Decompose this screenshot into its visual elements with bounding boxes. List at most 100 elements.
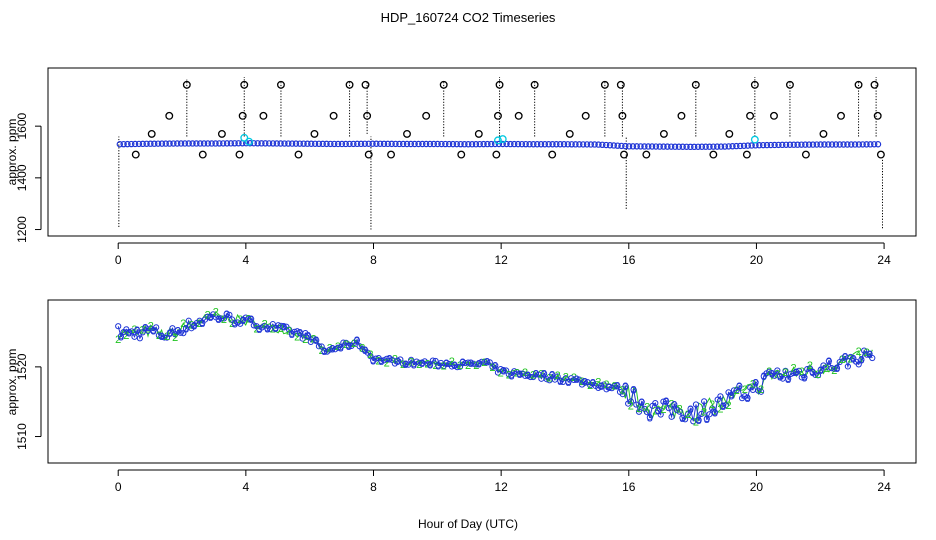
baseline-point: [480, 140, 487, 148]
baseline-point: [399, 140, 407, 148]
series-3-marker: 3: [191, 321, 197, 333]
series-3-point: [687, 405, 694, 412]
baseline-point: [411, 140, 418, 148]
series-3-point: [508, 372, 515, 379]
series-3-point: [684, 411, 691, 418]
series-3-marker: 3: [614, 381, 620, 393]
series-2-marker: 2: [351, 338, 357, 350]
series-3-marker: 3: [199, 318, 205, 330]
baseline-point: [786, 141, 794, 148]
series-3-point: [408, 356, 415, 363]
baseline-point: [698, 143, 706, 150]
outlier-point: [750, 80, 759, 89]
series-3-point: [484, 358, 491, 365]
baseline-point: [208, 140, 215, 147]
series-3-point: [299, 335, 306, 342]
baseline-point: [545, 141, 552, 148]
outlier-point: [259, 111, 268, 120]
baseline-point: [258, 140, 265, 147]
baseline-point: [488, 140, 495, 148]
baseline-point: [350, 140, 357, 148]
baseline-point: [602, 141, 610, 149]
series-3-point: [644, 409, 651, 416]
series-3-point: [557, 377, 564, 384]
series-2-marker: 2: [595, 377, 601, 389]
outlier-point: [709, 150, 718, 159]
baseline-point: [269, 140, 277, 147]
series-3-point: [627, 398, 634, 405]
series-2-marker: 2: [831, 365, 837, 377]
baseline-point: [342, 140, 349, 148]
series-3-point: [619, 391, 626, 398]
series-3-marker: 3: [338, 342, 344, 354]
outlier-point: [387, 150, 396, 159]
outlier-point: [165, 111, 174, 120]
series-2-marker: 2: [856, 346, 862, 358]
series-3-point: [660, 398, 667, 405]
series-3-point: [429, 357, 436, 364]
series-3-marker: 3: [354, 335, 360, 347]
top-y-tick-label: 1200: [15, 216, 29, 243]
outlier-point: [403, 129, 411, 138]
baseline-point: [874, 141, 882, 148]
series-2-marker: 2: [628, 401, 634, 413]
outlier-point: [642, 150, 651, 159]
series-3-point: [657, 411, 664, 418]
series-3-point: [163, 334, 171, 341]
baseline-point: [166, 140, 173, 147]
series-3-marker: 3: [142, 322, 148, 334]
bottom-x-tick-label: 8: [370, 480, 377, 494]
series-3-point: [663, 397, 670, 405]
baseline-point: [300, 140, 307, 147]
baseline-point: [637, 143, 644, 150]
baseline-point: [840, 141, 847, 148]
outlier-point: [310, 129, 319, 138]
outlier-point: [725, 129, 734, 138]
series-3-marker: 3: [175, 325, 181, 337]
series-3-marker: 3: [704, 414, 710, 426]
baseline-point: [671, 143, 679, 150]
series-3-point: [139, 329, 146, 336]
series-3-point: [635, 408, 643, 415]
baseline-point: [377, 140, 384, 147]
series-2-marker: 2: [750, 379, 756, 391]
series-3-point: [313, 337, 320, 344]
baseline-point: [767, 141, 775, 149]
baseline-point: [537, 141, 545, 148]
baseline-point: [407, 140, 415, 148]
outlier-point: [837, 111, 845, 120]
baseline-point: [828, 141, 836, 148]
outlier-point: [691, 80, 700, 89]
series-3-marker: 3: [476, 359, 482, 371]
baseline-point: [530, 141, 537, 148]
series-3-point: [573, 375, 580, 382]
baseline-point: [212, 140, 219, 147]
baseline-point: [591, 141, 598, 148]
series-3-point: [372, 355, 379, 362]
outlier-point: [457, 150, 466, 159]
series-3-point: [367, 353, 374, 360]
baseline-point: [675, 143, 683, 150]
series-3-point: [703, 415, 710, 423]
series-3-point: [736, 382, 743, 390]
top-plot-frame: [47, 67, 917, 237]
outlier-point: [217, 129, 226, 138]
series-2-marker: 2: [717, 404, 723, 416]
baseline-point: [855, 141, 863, 148]
series-3-point: [668, 413, 675, 420]
series-3-marker: 3: [541, 369, 547, 381]
baseline-point: [694, 143, 702, 150]
series-2-marker: 2: [180, 318, 186, 330]
outlier-point: [618, 111, 627, 120]
baseline-point: [380, 140, 388, 148]
series-2-marker: 2: [205, 309, 211, 321]
series-2-marker: 2: [221, 314, 227, 326]
series-2-marker: 2: [449, 356, 455, 368]
series-3-point: [633, 401, 640, 408]
series-3-point: [728, 392, 735, 399]
series-3-point: [131, 333, 138, 340]
series-2-marker: 2: [367, 349, 373, 361]
series-3-marker: 3: [395, 356, 401, 368]
baseline-point: [744, 142, 752, 149]
series-2-marker: 2: [530, 370, 536, 382]
